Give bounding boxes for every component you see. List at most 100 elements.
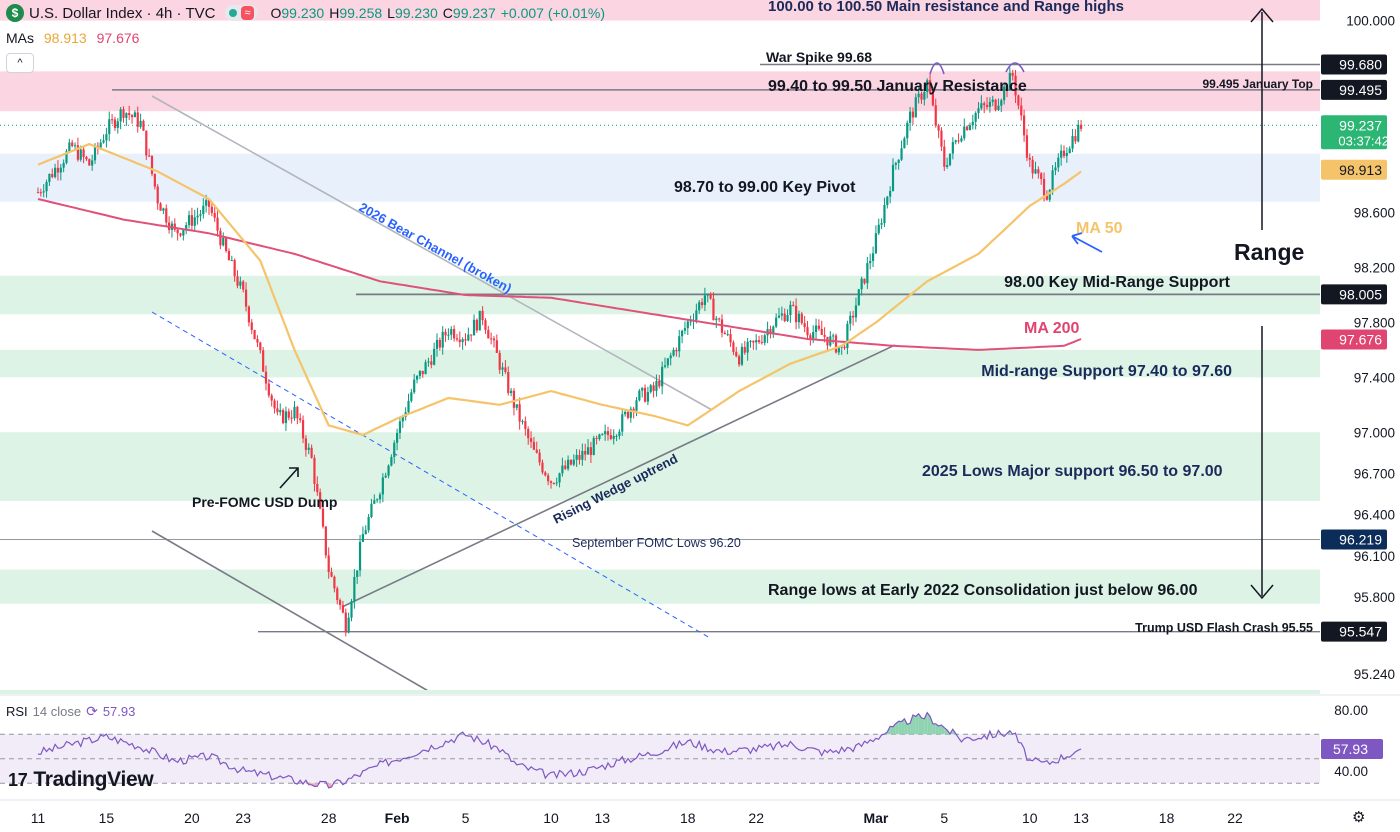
candle-body xyxy=(726,334,729,336)
candle-body xyxy=(381,477,384,495)
candle-body xyxy=(82,149,85,158)
candle-body xyxy=(863,278,866,284)
candle-body xyxy=(1011,72,1014,76)
candle-body xyxy=(148,155,151,157)
collapse-legend-button[interactable]: ^ xyxy=(6,53,34,73)
candle-body xyxy=(1045,195,1048,200)
candle-body xyxy=(401,416,404,422)
candle-body xyxy=(453,329,456,339)
tradingview-logo[interactable]: 17 TradingView xyxy=(8,768,154,792)
candle-body xyxy=(792,304,795,306)
rsi-overbought-fill xyxy=(910,715,913,735)
candle-body xyxy=(555,482,558,484)
candle-body xyxy=(293,406,296,419)
rsi-overbought-fill xyxy=(915,713,919,735)
time-tick-label: 5 xyxy=(940,810,948,826)
candle-body xyxy=(923,91,926,100)
rsi-overbought-fill xyxy=(912,715,916,735)
candle-body xyxy=(296,406,299,419)
candle-body xyxy=(91,160,94,166)
time-tick-label: 20 xyxy=(184,810,200,826)
candle-body xyxy=(495,340,498,353)
candle-body xyxy=(632,408,635,411)
zone-label-january-resistance: 99.40 to 99.50 January Resistance xyxy=(768,78,1027,95)
candle-body xyxy=(1023,115,1026,136)
candle-body xyxy=(706,293,709,296)
candle-body xyxy=(985,105,989,107)
candle-body xyxy=(646,392,649,402)
candle-body xyxy=(128,113,131,116)
candle-body xyxy=(1051,170,1054,190)
refresh-icon[interactable]: ⟳ xyxy=(86,703,98,719)
candle-body xyxy=(578,454,581,460)
candle-body xyxy=(832,335,835,337)
candle-body xyxy=(316,483,319,493)
time-tick-label: 10 xyxy=(1022,810,1038,826)
mas-legend[interactable]: MAs 98.913 97.676 xyxy=(6,30,139,46)
candle-body xyxy=(484,320,487,330)
candle-body xyxy=(581,450,584,460)
rsi-legend[interactable]: RSI 14 close ⟳ 57.93 xyxy=(6,703,135,720)
candle-body xyxy=(812,331,815,339)
candle-body xyxy=(173,223,176,230)
candle-body xyxy=(424,362,427,375)
candle-body xyxy=(806,327,809,336)
candle-body xyxy=(641,387,644,391)
candle-body xyxy=(244,289,248,307)
symbol-title[interactable]: U.S. Dollar Index · 4h · TVC xyxy=(29,4,216,22)
candle-body xyxy=(783,313,786,322)
candle-body xyxy=(857,289,860,306)
rsi-line xyxy=(37,711,1082,789)
candle-body xyxy=(800,313,803,324)
zone-label-resistance-main: 100.00 to 100.50 Main resistance and Ran… xyxy=(768,0,1124,15)
candle-body xyxy=(219,230,222,246)
settings-gear-icon[interactable]: ⚙ xyxy=(1352,809,1366,826)
candle-body xyxy=(1028,157,1031,160)
open-label: O xyxy=(270,5,282,21)
rsi-overbought-fill xyxy=(927,712,931,735)
candle-body xyxy=(615,435,618,437)
candle-body xyxy=(239,281,242,286)
candle-body xyxy=(279,410,282,413)
candle-body xyxy=(262,350,265,372)
candle-body xyxy=(552,482,555,484)
arrow-up-icon xyxy=(1250,7,1274,23)
price-tick-label: 96.400 xyxy=(1354,508,1395,523)
candle-body xyxy=(823,334,826,337)
candle-body xyxy=(142,120,145,131)
candle-body xyxy=(820,328,823,335)
candle-body xyxy=(256,338,259,343)
time-tick-label: 23 xyxy=(235,810,251,826)
price-tag-99.237 xyxy=(1321,115,1387,150)
candle-body xyxy=(1000,100,1003,106)
candle-body xyxy=(760,342,763,344)
candle-body xyxy=(39,192,42,194)
candle-body xyxy=(159,203,162,211)
bear-channel-upper-line xyxy=(151,95,713,411)
candle-body xyxy=(524,421,527,429)
candle-body xyxy=(934,105,937,126)
candle-body xyxy=(732,342,735,353)
price-tag-label: 99.495 xyxy=(1339,82,1382,98)
time-tick-label: Feb xyxy=(385,810,410,826)
price-tag-99.680 xyxy=(1321,54,1387,75)
candle-body xyxy=(988,101,991,107)
price-tick-label: 100.000 xyxy=(1346,14,1395,29)
candle-body xyxy=(507,371,510,394)
time-tick-label: 15 xyxy=(99,810,115,826)
candle-body xyxy=(909,111,912,123)
candle-body xyxy=(558,473,561,483)
candle-body xyxy=(897,159,900,163)
candle-body xyxy=(319,492,322,509)
status-pill[interactable]: ≈ xyxy=(225,5,258,21)
price-tag-99.495 xyxy=(1321,79,1387,100)
candle-body xyxy=(994,99,997,110)
candle-body xyxy=(843,346,846,349)
candle-body xyxy=(136,112,139,127)
candle-body xyxy=(267,383,270,396)
candle-body xyxy=(182,229,185,236)
candle-body xyxy=(370,503,373,518)
zone-january-resistance xyxy=(0,71,1320,112)
candle-body xyxy=(883,205,886,224)
